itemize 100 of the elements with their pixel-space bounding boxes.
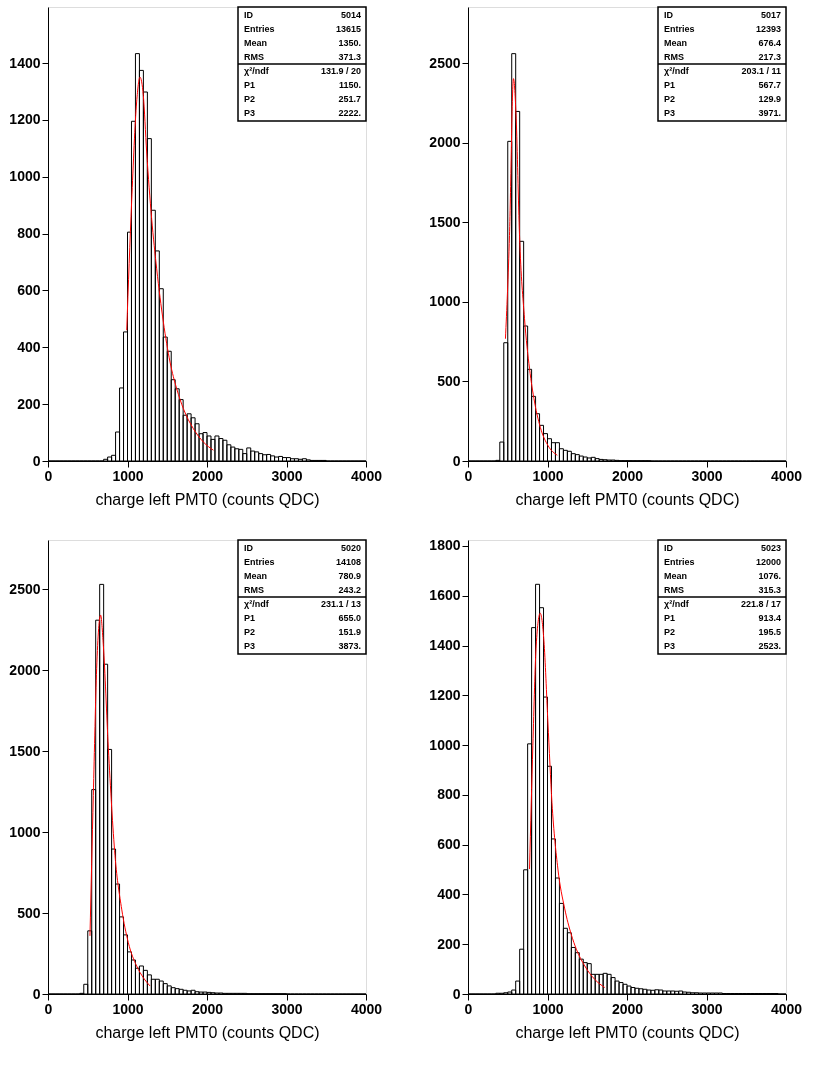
x-tick-label: 2000 (191, 1000, 224, 1017)
annotation: Mean (664, 571, 688, 581)
x-tick-label: 4000 (770, 467, 803, 484)
x-axis-title: charge left PMT0 (counts QDC) (515, 1023, 740, 1041)
annotation: P2 (244, 94, 256, 104)
annotation: ID (244, 10, 254, 20)
annotation: Entries (244, 557, 275, 567)
annotation: 14108 (335, 557, 361, 567)
annotation: 5014 (340, 10, 361, 20)
annotation: P2 (664, 94, 676, 104)
x-tick-label: 0 (464, 467, 473, 484)
x-axis-title: charge left PMT0 (counts QDC) (95, 490, 320, 508)
y-tick-label: 400 (437, 885, 461, 902)
x-tick-label: 4000 (770, 1000, 803, 1017)
y-tick-label: 1200 (429, 686, 461, 703)
y-tick-label: 800 (437, 786, 461, 803)
annotation: 221.8 / 17 (740, 599, 781, 609)
annotation: Entries (664, 24, 695, 34)
y-tick-label: 1500 (9, 742, 41, 759)
x-tick-label: 4000 (350, 1000, 383, 1017)
annotation: 1350. (338, 38, 361, 48)
annotation: 5017 (760, 10, 781, 20)
x-tick-label: 2000 (611, 467, 644, 484)
x-tick-label: 3000 (691, 467, 723, 484)
annotation: P2 (664, 627, 676, 637)
annotation: χ²/ndf (244, 66, 270, 76)
annotation: 12000 (755, 557, 781, 567)
annotation: 3971. (758, 108, 781, 118)
annotation: Mean (244, 571, 268, 581)
annotation: Mean (664, 38, 688, 48)
x-tick-label: 1000 (532, 467, 564, 484)
annotation: 1076. (758, 571, 781, 581)
annotation: Entries (664, 557, 695, 567)
annotation: ID (664, 543, 674, 553)
y-tick-label: 2500 (429, 54, 461, 71)
x-tick-label: 1000 (112, 467, 144, 484)
annotation: 913.4 (758, 613, 781, 623)
annotation: 13615 (335, 24, 361, 34)
y-tick-label: 500 (17, 904, 41, 921)
x-axis-title: charge left PMT0 (counts QDC) (515, 490, 740, 508)
annotation: P3 (244, 641, 256, 651)
annotation: P3 (244, 108, 256, 118)
annotation: P1 (664, 80, 676, 90)
annotation: ID (664, 10, 674, 20)
annotation: P1 (664, 613, 676, 623)
y-tick-label: 200 (17, 395, 41, 412)
x-tick-label: 0 (44, 1000, 53, 1017)
annotation: 131.9 / 20 (320, 66, 361, 76)
annotation: 676.4 (758, 38, 781, 48)
annotation: 655.0 (338, 613, 361, 623)
annotation: 371.3 (338, 52, 361, 62)
x-tick-label: 3000 (271, 467, 303, 484)
annotation: 251.7 (338, 94, 361, 104)
y-tick-label: 2000 (429, 134, 461, 151)
y-tick-label: 600 (17, 281, 41, 298)
y-tick-label: 1000 (9, 823, 41, 840)
annotation: RMS (244, 52, 264, 62)
y-tick-label: 200 (437, 935, 461, 952)
y-tick-label: 1400 (9, 54, 41, 71)
y-tick-label: 2500 (9, 580, 41, 597)
y-tick-label: 1800 (429, 537, 461, 554)
annotation: P1 (244, 80, 256, 90)
annotation: 217.3 (758, 52, 781, 62)
annotation: P1 (244, 613, 256, 623)
x-tick-label: 0 (44, 467, 53, 484)
annotation: 2222. (338, 108, 361, 118)
annotation: χ²/ndf (664, 599, 690, 609)
y-tick-label: 1000 (429, 293, 461, 310)
y-tick-label: 0 (452, 452, 461, 469)
annotation: 5020 (340, 543, 361, 553)
x-tick-label: 2000 (611, 1000, 644, 1017)
annotation: RMS (664, 52, 684, 62)
y-tick-label: 0 (32, 452, 41, 469)
annotation: 129.9 (758, 94, 781, 104)
annotation: 567.7 (758, 80, 781, 90)
x-tick-label: 0 (464, 1000, 473, 1017)
y-tick-label: 1000 (9, 168, 41, 185)
annotation: 315.3 (758, 585, 781, 595)
y-tick-label: 1500 (429, 213, 461, 230)
annotation: P3 (664, 108, 676, 118)
annotation: P2 (244, 627, 256, 637)
y-tick-label: 600 (437, 836, 461, 853)
y-tick-label: 1400 (429, 637, 461, 654)
annotation: 1150. (338, 80, 361, 90)
y-tick-label: 0 (452, 985, 461, 1002)
x-tick-label: 1000 (112, 1000, 144, 1017)
x-tick-label: 3000 (271, 1000, 303, 1017)
annotation: χ²/ndf (244, 599, 270, 609)
y-tick-label: 500 (437, 372, 461, 389)
annotation: 151.9 (338, 627, 361, 637)
x-tick-label: 3000 (691, 1000, 723, 1017)
y-tick-label: 1600 (429, 587, 461, 604)
y-tick-label: 2000 (9, 661, 41, 678)
annotation: Mean (244, 38, 268, 48)
annotation: χ²/ndf (664, 66, 690, 76)
annotation: 231.1 / 13 (320, 599, 361, 609)
annotation: ID (244, 543, 254, 553)
annotation: 780.9 (338, 571, 361, 581)
annotation: 5023 (760, 543, 781, 553)
annotation: RMS (664, 585, 684, 595)
